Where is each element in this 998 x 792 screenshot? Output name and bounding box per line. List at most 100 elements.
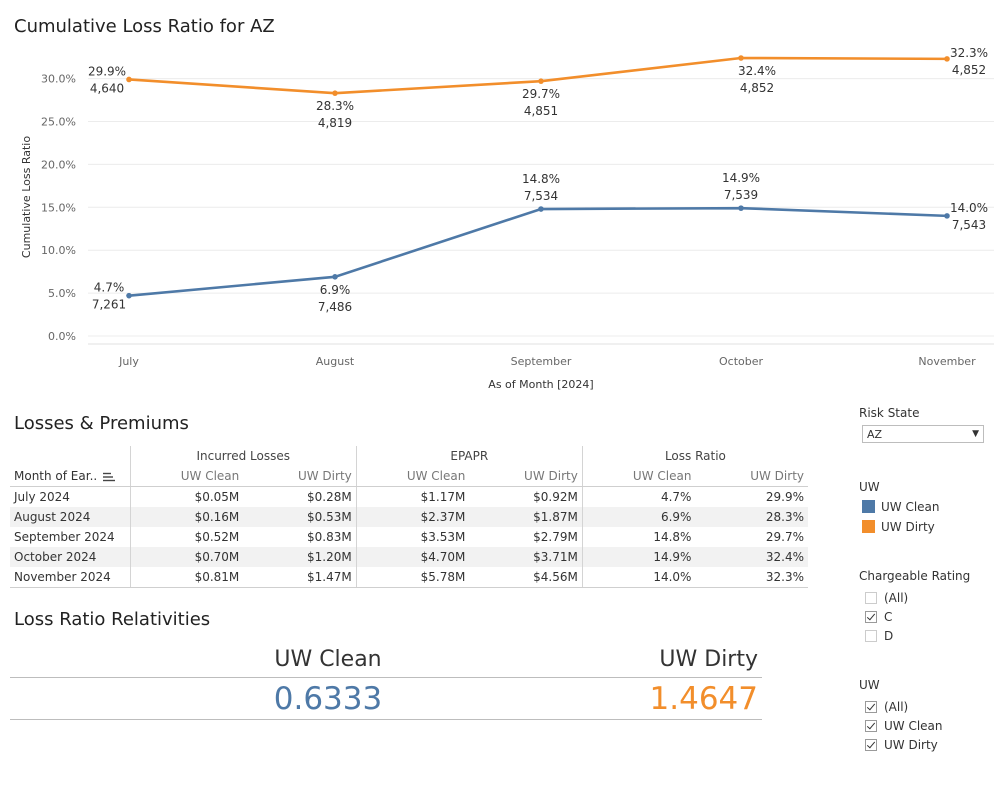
y-tick-label: 5.0% [48, 287, 76, 300]
y-tick-label: 0.0% [48, 330, 76, 343]
checkbox-checked-icon[interactable] [865, 739, 877, 751]
month-column-header[interactable]: Month of Ear.. [10, 466, 131, 487]
cell-ep-clean: $1.17M [355, 486, 470, 507]
checkbox-uw-clean[interactable]: UW Clean [865, 719, 943, 734]
row-month: September 2024 [14, 530, 115, 544]
subcol-lr-dirty: UW Dirty [695, 466, 808, 487]
relativity-clean-value: 0.6333 [273, 681, 383, 717]
data-label: 28.3% [316, 99, 354, 113]
uw-legend-title: UW [859, 480, 880, 494]
chargeable-rating-title: Chargeable Rating [859, 569, 971, 583]
risk-state-value: AZ [867, 428, 883, 441]
cell-ep-dirty: $3.71M [469, 547, 583, 567]
cell-lr-dirty: 32.3% [695, 567, 808, 588]
subcol-il-clean: UW Clean [129, 466, 244, 487]
legend-item-uw-clean[interactable]: UW Clean [862, 500, 940, 514]
table-row: September 2024 $0.52M $0.83M $3.53M $2.7… [10, 527, 808, 547]
table-row: August 2024 $0.16M $0.53M $2.37M $1.87M … [10, 507, 808, 527]
relativity-clean-label: UW Clean [274, 647, 382, 672]
cell-lr-dirty: 32.4% [695, 547, 808, 567]
data-count-label: 4,819 [318, 116, 352, 130]
checkbox-label: C [884, 610, 893, 624]
relativity-dirty-value: 1.4647 [649, 681, 758, 717]
data-label: 14.9% [722, 171, 760, 185]
data-point [126, 292, 132, 299]
checkbox-uw-dirty[interactable]: UW Dirty [865, 738, 938, 753]
cell-lr-clean: 6.9% [581, 507, 696, 527]
subcol-ep-dirty: UW Dirty [469, 466, 583, 487]
y-tick-label: 10.0% [41, 244, 76, 257]
data-label: 29.9% [88, 64, 126, 78]
checkbox-rating-d[interactable]: D [865, 629, 893, 644]
legend-item-uw-dirty[interactable]: UW Dirty [862, 520, 935, 534]
uw-filter-title: UW [859, 678, 880, 692]
chart-title: Cumulative Loss Ratio for AZ [14, 16, 275, 37]
data-label: 32.3% [950, 46, 988, 60]
row-month: October 2024 [10, 547, 131, 567]
losses-premiums-table: Incurred Losses EPAPR Loss Ratio Month o… [10, 446, 808, 588]
group-incurred-losses: Incurred Losses [129, 446, 357, 466]
data-point [738, 205, 744, 211]
data-count-label: 4,851 [524, 104, 558, 118]
checkbox-checked-icon[interactable] [865, 611, 877, 623]
legend-swatch-icon [862, 520, 875, 533]
cell-il-dirty: $0.53M [243, 507, 357, 527]
data-label: 4.7% [94, 281, 125, 295]
risk-state-dropdown[interactable]: AZ ▼ [862, 425, 984, 443]
data-point [538, 78, 544, 84]
data-label: 14.8% [522, 172, 560, 186]
checkbox-rating-c[interactable]: C [865, 610, 892, 625]
checkbox-unchecked-icon[interactable] [865, 630, 877, 642]
relativities-divider-bottom [10, 719, 762, 720]
checkbox-checked-icon[interactable] [865, 701, 877, 713]
dropdown-arrow-icon[interactable]: ▼ [972, 429, 979, 439]
cell-il-dirty: $1.47M [243, 567, 357, 588]
table-corner [10, 446, 130, 466]
group-epapr: EPAPR [355, 446, 583, 466]
risk-state-title: Risk State [859, 406, 920, 420]
data-point [332, 273, 338, 280]
cell-ep-clean: $5.78M [355, 567, 470, 588]
row-month: August 2024 [10, 507, 131, 527]
cell-il-clean: $0.70M [129, 547, 244, 567]
checkbox-checked-icon[interactable] [865, 720, 877, 732]
sort-icon[interactable] [103, 472, 116, 482]
cell-ep-dirty: $0.92M [533, 490, 578, 504]
data-point [738, 55, 744, 61]
checkbox-uw-all[interactable]: (All) [865, 700, 908, 715]
cell-il-clean: $0.81M [129, 567, 244, 588]
cell-ep-clean: $2.37M [355, 507, 470, 527]
row-month: November 2024 [10, 567, 131, 588]
cell-lr-dirty: 29.7% [765, 530, 804, 544]
cell-ep-dirty: $4.56M [469, 567, 583, 588]
x-axis-label: As of Month [2024] [488, 378, 593, 391]
data-count-label: 7,543 [952, 218, 986, 232]
data-label: 29.7% [522, 87, 560, 101]
legend-label: UW Clean [881, 500, 940, 514]
subcol-lr-clean: UW Clean [581, 466, 696, 487]
table-row: November 2024 $0.81M $1.47M $5.78M $4.56… [10, 567, 808, 588]
data-point [332, 90, 338, 96]
checkbox-rating-all[interactable]: (All) [865, 591, 908, 606]
cell-il-dirty: $0.28M [307, 490, 352, 504]
y-axis-label: Cumulative Loss Ratio [20, 136, 33, 258]
checkbox-label: (All) [884, 591, 909, 605]
data-count-label: 7,534 [524, 189, 558, 203]
cell-lr-dirty: 28.3% [695, 507, 808, 527]
checkbox-unchecked-icon[interactable] [865, 592, 877, 604]
x-tick-label: September [511, 355, 572, 368]
cell-lr-clean: 14.8% [581, 527, 696, 547]
cell-ep-dirty: $1.87M [469, 507, 583, 527]
cell-il-clean: $0.05M [129, 486, 244, 507]
relativities-divider [10, 677, 762, 678]
checkbox-label: (All) [884, 700, 909, 714]
y-tick-label: 20.0% [41, 158, 76, 171]
checkbox-label: UW Dirty [884, 738, 938, 752]
x-tick-label: November [918, 355, 976, 368]
relativities-title: Loss Ratio Relativities [14, 609, 211, 630]
cell-ep-dirty: $2.79M [533, 530, 578, 544]
data-count-label: 7,486 [318, 300, 352, 314]
legend-swatch-icon [862, 500, 875, 513]
checkbox-label: UW Clean [884, 719, 943, 733]
y-tick-label: 30.0% [41, 73, 76, 86]
